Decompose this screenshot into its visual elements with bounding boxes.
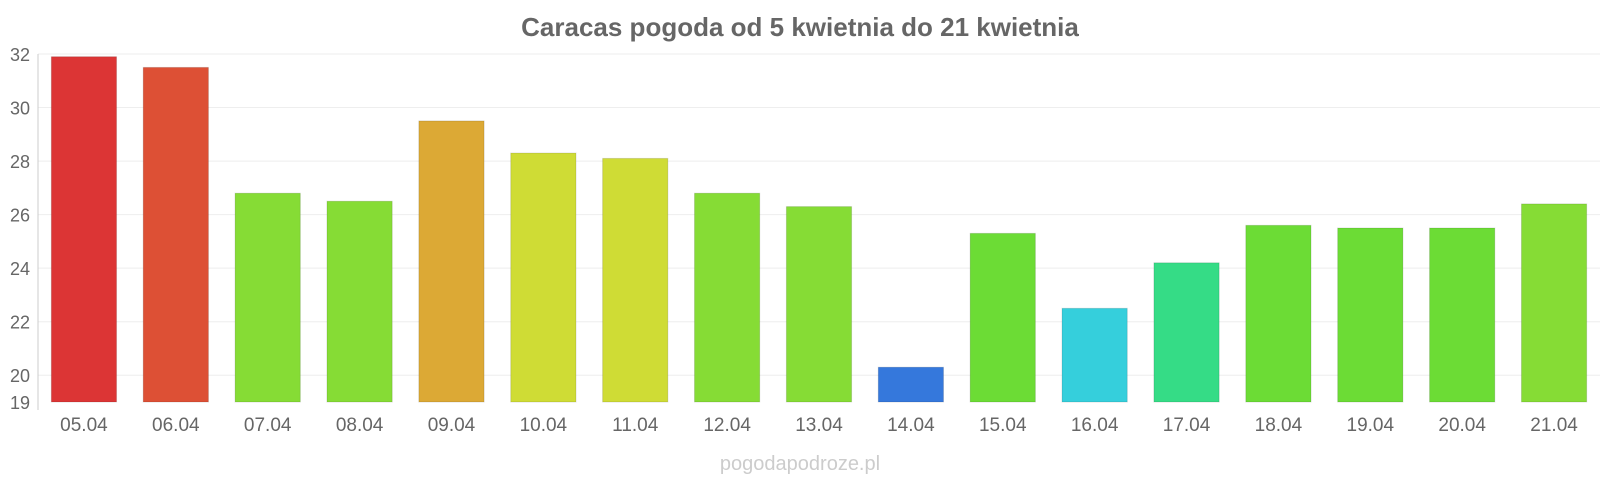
bar-10.04[interactable] (510, 152, 577, 403)
bar-20.04[interactable] (1429, 227, 1496, 403)
x-tick-label: 07.04 (244, 415, 292, 436)
x-tick-label: 09.04 (428, 415, 476, 436)
x-tick-label: 13.04 (795, 415, 843, 436)
bar-12.04[interactable] (693, 192, 761, 403)
x-tick-label: 08.04 (336, 415, 384, 436)
y-tick-label: 20 (10, 366, 30, 386)
bar-07.04[interactable] (234, 192, 301, 403)
bar-08.04[interactable] (326, 200, 393, 403)
y-tick-label: 30 (10, 99, 30, 119)
bar-09.04[interactable] (418, 120, 485, 403)
bar-16.04[interactable] (1061, 307, 1128, 403)
x-tick-label: 05.04 (60, 415, 108, 436)
x-tick-label: 21.04 (1530, 415, 1578, 436)
bar-13.04[interactable] (785, 206, 853, 403)
x-tick-label: 19.04 (1347, 415, 1395, 436)
y-tick-label: 32 (10, 45, 30, 65)
y-axis: 19 20 22 24 26 28 30 32 (10, 45, 39, 413)
y-tick-label: 24 (10, 259, 30, 279)
y-tick-label: 26 (10, 206, 30, 226)
x-tick-label: 11.04 (612, 415, 659, 436)
x-tick-label: 15.04 (979, 415, 1027, 436)
bar-11.04[interactable] (602, 157, 669, 403)
x-tick-label: 06.04 (152, 415, 200, 436)
y-tick-label: 28 (10, 152, 30, 172)
bar-14.04[interactable] (877, 366, 945, 403)
x-tick-label: 12.04 (703, 415, 751, 436)
bar-17.04[interactable] (1153, 262, 1220, 403)
x-tick-label: 14.04 (887, 415, 935, 436)
bar-18.04[interactable] (1245, 224, 1312, 403)
y-tick-label: 19 (10, 393, 30, 413)
x-axis-labels: 05.04 06.04 07.04 08.04 09.04 10.04 11.04 12.04… (60, 415, 1578, 436)
x-tick-label: 10.04 (520, 415, 568, 436)
bar-06.04[interactable] (142, 66, 209, 403)
chart-title: Caracas pogoda od 5 kwietnia do 21 kwiet… (521, 12, 1079, 42)
watermark: pogodapodroze.pl (720, 453, 880, 475)
bar-15.04[interactable] (969, 232, 1036, 403)
y-tick-label: 22 (10, 313, 30, 333)
bar-05.04[interactable] (50, 56, 118, 403)
x-tick-label: 17.04 (1163, 415, 1211, 436)
x-tick-label: 20.04 (1438, 415, 1486, 436)
x-tick-label: 18.04 (1255, 415, 1303, 436)
bar-21.04[interactable] (1520, 203, 1588, 403)
x-tick-label: 16.04 (1071, 415, 1119, 436)
bar-19.04[interactable] (1337, 227, 1404, 403)
bars (50, 56, 1588, 403)
